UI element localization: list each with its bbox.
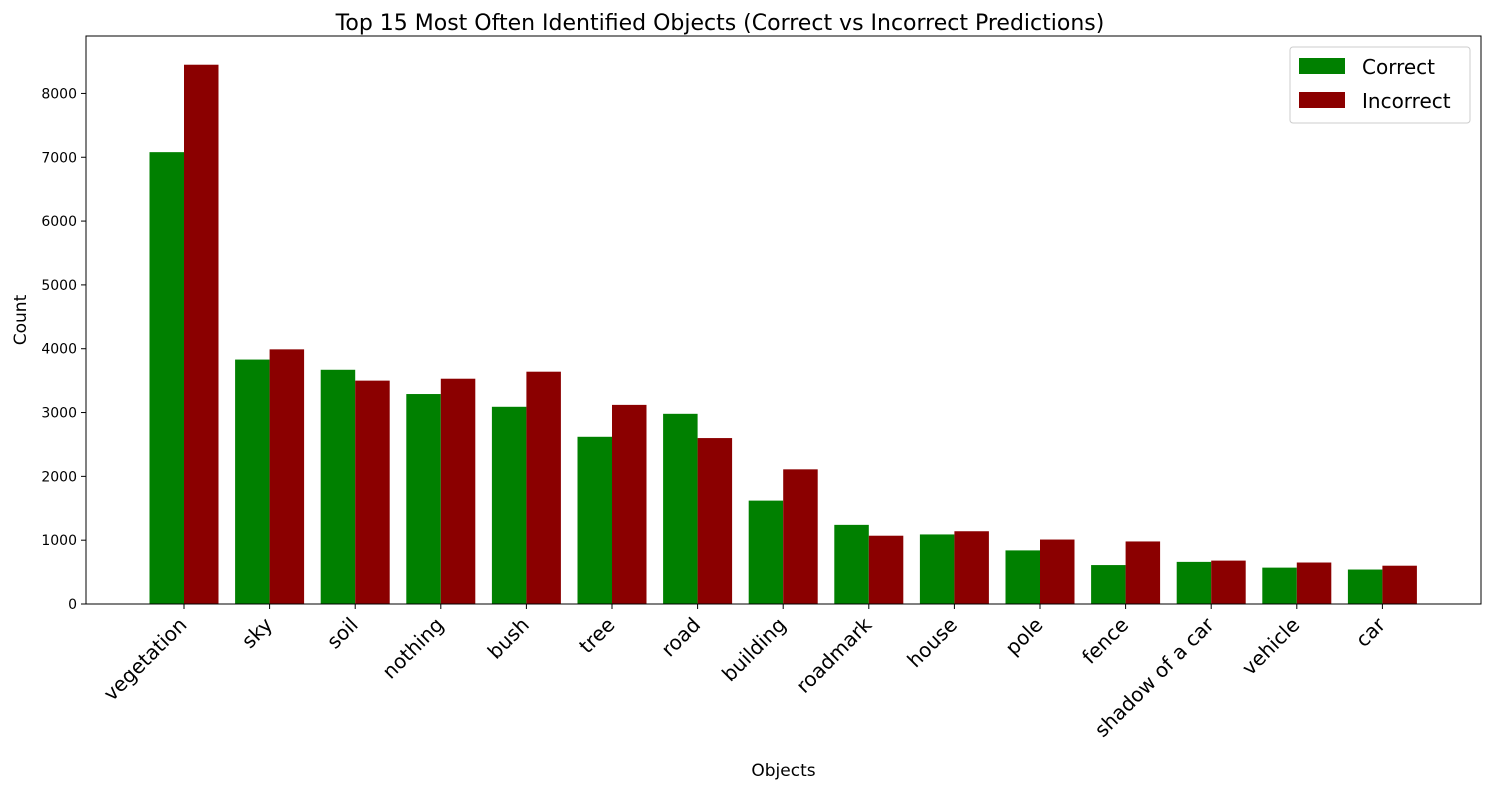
bar-incorrect-tree [612, 404, 647, 604]
bar-correct-shadow-of-a-car [1176, 561, 1212, 604]
y-tick-label: 1000 [41, 533, 77, 549]
bar-correct-nothing [406, 394, 441, 604]
x-tick-label: pole [1000, 613, 1047, 660]
legend: Correct Incorrect [1289, 46, 1471, 124]
bar-incorrect-fence [1125, 541, 1161, 604]
bars-group [149, 64, 1417, 604]
legend-swatch-incorrect [1299, 92, 1345, 108]
bar-correct-house [919, 534, 955, 604]
x-tick-label: building [717, 613, 791, 687]
bar-correct-road [663, 413, 698, 604]
bar-incorrect-pole [1040, 539, 1075, 604]
bar-incorrect-shadow-of-a-car [1211, 560, 1246, 604]
bar-correct-roadmark [834, 524, 869, 604]
bar-correct-pole [1005, 550, 1040, 604]
y-axis: 0 1000 2000 3000 4000 5000 6000 7000 8000 [41, 86, 86, 613]
y-tick-label: 6000 [41, 214, 77, 230]
bar-incorrect-vehicle [1296, 562, 1332, 604]
legend-label-correct: Correct [1362, 55, 1435, 79]
y-tick-label: 0 [68, 597, 77, 613]
y-tick-label: 3000 [41, 406, 77, 422]
bar-correct-tree [577, 436, 612, 604]
x-tick-label: nothing [377, 613, 448, 684]
y-tick-label: 8000 [41, 86, 77, 102]
bar-incorrect-nothing [440, 378, 476, 604]
y-tick-label: 2000 [41, 469, 77, 485]
y-tick-label: 7000 [41, 150, 77, 166]
bar-incorrect-vegetation [184, 64, 219, 604]
bar-incorrect-road [697, 438, 733, 604]
x-tick-label: house [902, 613, 962, 673]
bar-incorrect-car [1382, 565, 1417, 604]
bar-correct-soil [320, 369, 356, 604]
y-tick-label: 4000 [41, 342, 77, 358]
x-axis: vegetation sky soil nothing bush tree road buil… [99, 604, 1391, 742]
x-tick-label: fence [1077, 613, 1133, 669]
y-axis-label: Count [11, 294, 31, 345]
bar-correct-sky [235, 359, 270, 604]
x-tick-label: vegetation [99, 613, 192, 706]
x-tick-label: tree [574, 613, 619, 658]
x-axis-label: Objects [751, 761, 815, 781]
x-tick-label: car [1351, 612, 1391, 652]
x-tick-label: soil [322, 613, 363, 654]
legend-swatch-correct [1299, 58, 1345, 74]
bar-correct-vehicle [1262, 567, 1297, 604]
x-tick-label: roadmark [791, 612, 877, 698]
x-tick-label: bush [483, 613, 534, 664]
bar-incorrect-building [783, 469, 818, 604]
bar-incorrect-sky [269, 349, 305, 604]
x-tick-label: vehicle [1237, 613, 1304, 680]
x-tick-label: sky [237, 612, 278, 653]
chart-title: Top 15 Most Often Identified Objects (Co… [335, 11, 1105, 36]
bar-correct-bush [491, 406, 527, 604]
y-tick-label: 5000 [41, 278, 77, 294]
bar-incorrect-house [954, 531, 989, 604]
bar-correct-building [748, 500, 784, 604]
plot-frame [85, 35, 1482, 605]
bar-incorrect-soil [355, 380, 390, 604]
bar-correct-fence [1091, 565, 1126, 604]
bar-correct-car [1347, 569, 1383, 604]
legend-label-incorrect: Incorrect [1362, 89, 1451, 113]
bar-incorrect-roadmark [868, 535, 904, 604]
bar-correct-vegetation [149, 152, 184, 604]
x-tick-label: road [656, 613, 705, 662]
bar-incorrect-bush [526, 371, 561, 604]
